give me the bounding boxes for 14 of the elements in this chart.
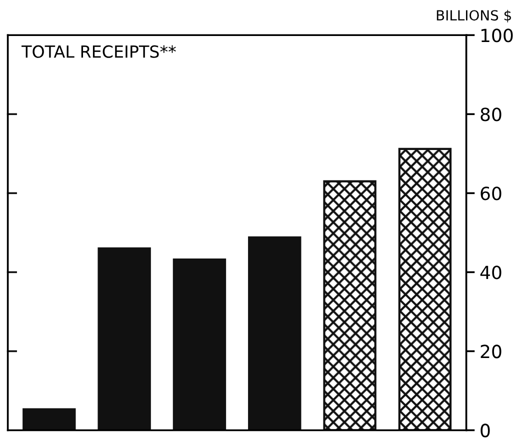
y-tick-label: 40 [480, 266, 502, 280]
y-tick-label: 0 [480, 424, 490, 438]
y-tick-label: 60 [480, 186, 502, 200]
bar [248, 236, 302, 430]
bar [98, 247, 151, 430]
bar [398, 148, 452, 430]
bar [323, 180, 376, 430]
bar [172, 258, 226, 430]
chart-title: TOTAL RECEIPTS** [22, 45, 176, 58]
bar [22, 408, 76, 430]
y-tick-label: 80 [480, 108, 502, 122]
y-tick-label: 20 [480, 344, 502, 358]
y-tick-label: 100 [481, 28, 513, 42]
y-axis-title: BILLIONS $ [436, 10, 511, 22]
